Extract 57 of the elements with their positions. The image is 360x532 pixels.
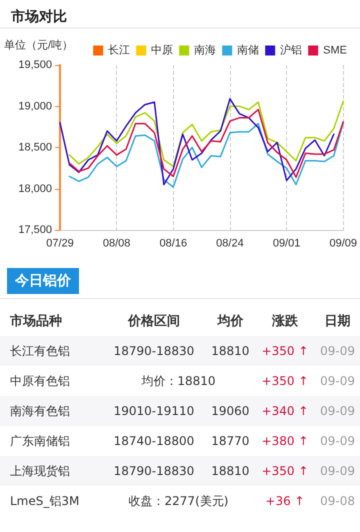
line-series xyxy=(68,108,344,178)
text: +350 ↑ xyxy=(262,464,308,478)
text: 收盘：2277(美元) xyxy=(128,494,228,508)
legend-label: 南储 xyxy=(237,44,260,56)
text: +380 ↑ xyxy=(262,434,308,448)
category-label: LmeS_铝3M xyxy=(10,494,80,508)
text: 18810 xyxy=(211,344,250,358)
y-tick-label: 18,500 xyxy=(18,142,52,154)
text: 18810 xyxy=(211,464,250,478)
text: 09-08 xyxy=(320,494,355,508)
text: 09-09 xyxy=(320,374,355,388)
y-tick-label: 18,000 xyxy=(18,182,52,195)
text: +340 ↑ xyxy=(262,404,308,418)
text: 09-09 xyxy=(320,404,355,418)
legend-label: 中原 xyxy=(151,44,174,56)
category-label: 南海有色铝 xyxy=(10,404,70,418)
category-label: 日期 xyxy=(324,313,352,331)
text: 18790-18830 xyxy=(114,464,194,478)
text: +350 ↑ xyxy=(262,374,308,388)
line-series xyxy=(59,98,335,186)
text: 18770 xyxy=(211,434,250,448)
y-tick-label: 17,500 xyxy=(18,224,52,236)
text: 19010-19110 xyxy=(114,404,194,418)
category-label: 中原有色铝 xyxy=(10,374,70,388)
category-label: 上海现货铝 xyxy=(10,464,70,478)
legend-label: 南海 xyxy=(194,44,216,56)
text: 09-09 xyxy=(320,434,355,448)
x-tick-label: 09/01 xyxy=(272,238,300,250)
chart-title: 市场对比 xyxy=(10,8,67,24)
legend-label: 沪铝 xyxy=(280,44,302,56)
legend-label: 长江 xyxy=(108,44,130,56)
y-axis-title: 单位（元/吨） xyxy=(4,38,74,52)
x-tick-label: 09/09 xyxy=(329,238,357,250)
text: 19060 xyxy=(211,404,250,418)
y-tick-label: 19,000 xyxy=(18,100,52,112)
text: +350 ↑ xyxy=(262,344,308,358)
x-tick-label: 08/24 xyxy=(216,238,244,250)
text: 均价：18810 xyxy=(141,374,216,388)
category-label: 价格区间 xyxy=(126,313,181,331)
category-label: 广东南储铝 xyxy=(10,434,70,448)
x-tick-label: 08/08 xyxy=(102,238,130,250)
legend-label: SME xyxy=(323,44,348,56)
text: 今日铝价 xyxy=(7,268,79,294)
text: 09-09 xyxy=(320,464,355,478)
category-label: 长江有色铝 xyxy=(10,344,70,358)
text: 18790-18830 xyxy=(114,344,194,358)
line-series xyxy=(68,100,344,168)
category-label: 均价 xyxy=(216,313,244,331)
category-label: 市场品种 xyxy=(9,312,63,331)
x-tick-label: 08/16 xyxy=(160,238,188,250)
text: 18740-18800 xyxy=(114,434,194,448)
text: 09-09 xyxy=(320,344,355,358)
y-tick-label: 19,500 xyxy=(18,59,52,71)
x-tick-label: 07/29 xyxy=(46,238,74,250)
category-label: 涨跌 xyxy=(270,313,299,331)
line-series xyxy=(68,122,344,188)
text: +36 ↑ xyxy=(265,494,305,508)
